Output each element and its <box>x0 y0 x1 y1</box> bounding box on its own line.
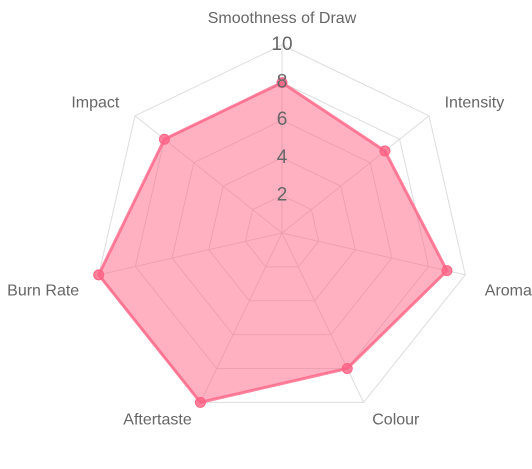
data-point <box>93 269 105 281</box>
data-point <box>158 133 170 145</box>
data-point <box>276 77 288 89</box>
axis-label: Impact <box>71 95 120 112</box>
r-tick-label: 4 <box>277 147 288 168</box>
axis-label: Colour <box>372 412 420 429</box>
r-tick-label: 8 <box>277 72 288 93</box>
data-point <box>441 265 453 277</box>
r-tick-label: 2 <box>277 184 288 205</box>
data-point <box>341 363 353 375</box>
data-point <box>379 145 391 157</box>
r-tick-label: 10 <box>271 34 292 55</box>
data-point <box>194 396 206 408</box>
data-area <box>96 80 449 405</box>
grid-line <box>98 44 466 403</box>
axis-label: Intensity <box>445 95 505 112</box>
r-tick-label: 6 <box>277 109 288 130</box>
axis-label: Smoothness of Draw <box>208 10 357 27</box>
axis-label: Aftertaste <box>123 412 192 429</box>
axis-label: Burn Rate <box>7 283 79 300</box>
axis-label: Aroma <box>485 283 532 300</box>
